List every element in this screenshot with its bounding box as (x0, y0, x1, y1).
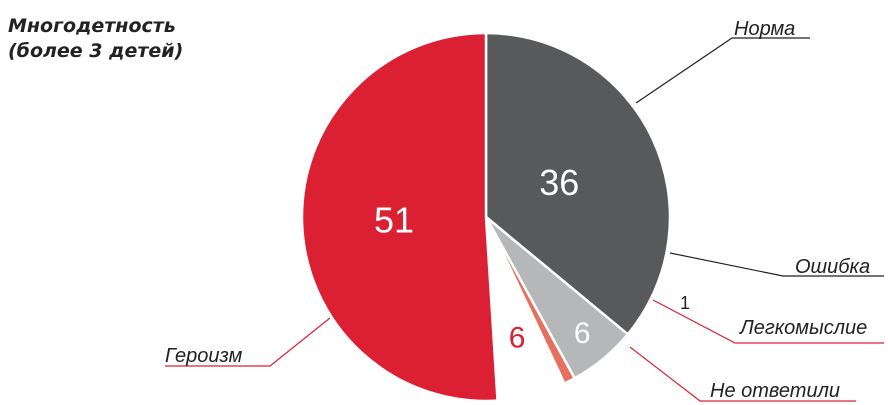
pie-value-label-2: 6 (574, 317, 591, 350)
pie-leader-line-4 (629, 346, 856, 402)
chart-title: Многодетность (более 3 детей) (8, 14, 183, 64)
pie-leader-line-2 (669, 252, 884, 277)
pie-value-label-4: 6 (509, 322, 526, 355)
pie-category-labels: Норма Ошибка Легкомыслие Не ответили Героизм (165, 18, 870, 402)
pie-category-label-5: Героизм (165, 345, 243, 367)
pie-category-label-4: Не ответили (710, 380, 840, 402)
pie-value-labels: 36 6 1 6 51 (374, 162, 690, 355)
pie-category-label-3: Легкомыслие (738, 317, 867, 339)
pie-value-label-5: 51 (374, 199, 414, 240)
pie-slices (300, 31, 672, 403)
pie-slice-5 (300, 31, 499, 403)
pie-value-label-3: 1 (680, 293, 690, 313)
pie-category-label-1: Норма (734, 18, 795, 40)
pie-leader-line-3 (652, 299, 884, 344)
pie-category-label-2: Ошибка (795, 256, 870, 278)
pie-leader-line-1 (635, 37, 810, 104)
chart-title-line-1: Многодетность (8, 15, 176, 37)
pie-value-label-1: 36 (539, 162, 579, 203)
chart-title-line-2: (более 3 детей) (8, 40, 184, 62)
pie-slice-1 (484, 31, 672, 336)
pie-leader-line-5 (165, 317, 331, 367)
pie-leader-lines (165, 37, 884, 402)
